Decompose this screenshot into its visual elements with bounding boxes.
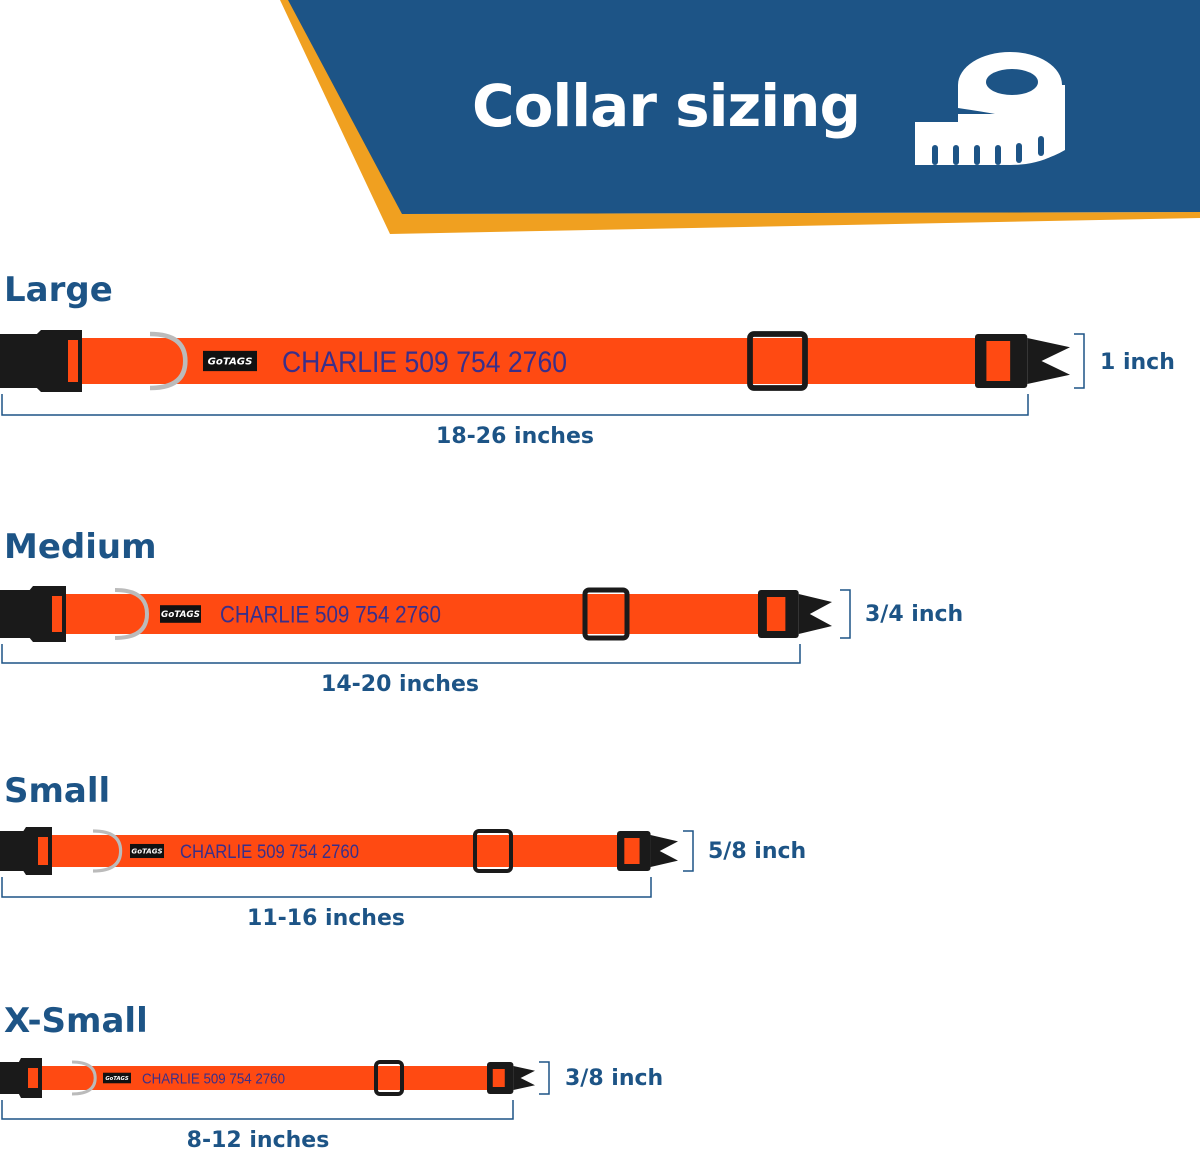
width-bracket — [539, 1061, 550, 1095]
size-label: Medium — [4, 527, 157, 567]
slider-buckle — [582, 587, 630, 641]
brand-logo-patch — [130, 843, 164, 859]
length-bracket — [1, 877, 652, 898]
brand-logo: GoTAGS — [105, 1076, 129, 1082]
collar-strap — [22, 1066, 507, 1090]
length-bracket — [1, 644, 801, 664]
page-title: Collar sizing — [472, 72, 861, 140]
buckle-prongs — [1027, 338, 1070, 384]
width-label: 5/8 inch — [708, 839, 807, 864]
width-bracket — [683, 830, 694, 872]
header-banner — [280, 0, 1200, 234]
buckle-prongs — [513, 1066, 535, 1090]
size-label: Small — [4, 771, 111, 811]
collar-small: GoTAGS CHARLIE 509 754 2760 — [0, 827, 694, 898]
length-bracket — [1, 394, 1029, 416]
collar-large: GoTAGS CHARLIE 509 754 2760 — [0, 330, 1085, 416]
left-buckle — [0, 586, 66, 642]
embroidered-text: CHARLIE 509 754 2760 — [282, 346, 567, 379]
width-label: 3/4 inch — [865, 602, 964, 627]
length-label: 11-16 inches — [247, 906, 405, 931]
brand-logo: GoTAGS — [208, 357, 253, 368]
brand-logo: GoTAGS — [161, 610, 200, 620]
embroidered-text: CHARLIE 509 754 2760 — [142, 1070, 285, 1087]
length-label: 8-12 inches — [186, 1128, 330, 1153]
d-ring — [149, 331, 188, 391]
length-label: 18-26 inches — [436, 424, 594, 449]
brand-logo-patch — [103, 1072, 131, 1084]
length-label: 14-20 inches — [321, 672, 479, 697]
slider-buckle — [473, 829, 513, 873]
width-bracket — [840, 589, 851, 639]
d-ring — [71, 1060, 97, 1096]
length-bracket — [1, 1100, 514, 1120]
slider-buckle — [747, 331, 808, 391]
collar-x-small: GoTAGS CHARLIE 509 754 2760 — [0, 1058, 550, 1120]
collar-medium: GoTAGS CHARLIE 509 754 2760 — [0, 586, 851, 664]
brand-logo-patch — [160, 605, 201, 623]
buckle-prongs — [798, 594, 832, 634]
width-bracket — [1074, 333, 1085, 389]
width-label: 1 inch — [1100, 350, 1175, 375]
d-ring — [114, 588, 150, 640]
width-label: 3/8 inch — [565, 1066, 664, 1091]
d-ring — [92, 829, 123, 873]
brand-logo: GoTAGS — [131, 847, 162, 856]
left-buckle — [0, 330, 82, 392]
tape-measure-icon — [915, 52, 1065, 165]
slider-buckle — [374, 1060, 404, 1096]
size-label: X-Small — [4, 1001, 148, 1041]
buckle-prongs — [650, 835, 678, 867]
brand-logo-patch — [203, 350, 257, 372]
embroidered-text: CHARLIE 509 754 2760 — [220, 602, 441, 629]
size-label: Large — [4, 270, 113, 310]
embroidered-text: CHARLIE 509 754 2760 — [180, 842, 359, 863]
